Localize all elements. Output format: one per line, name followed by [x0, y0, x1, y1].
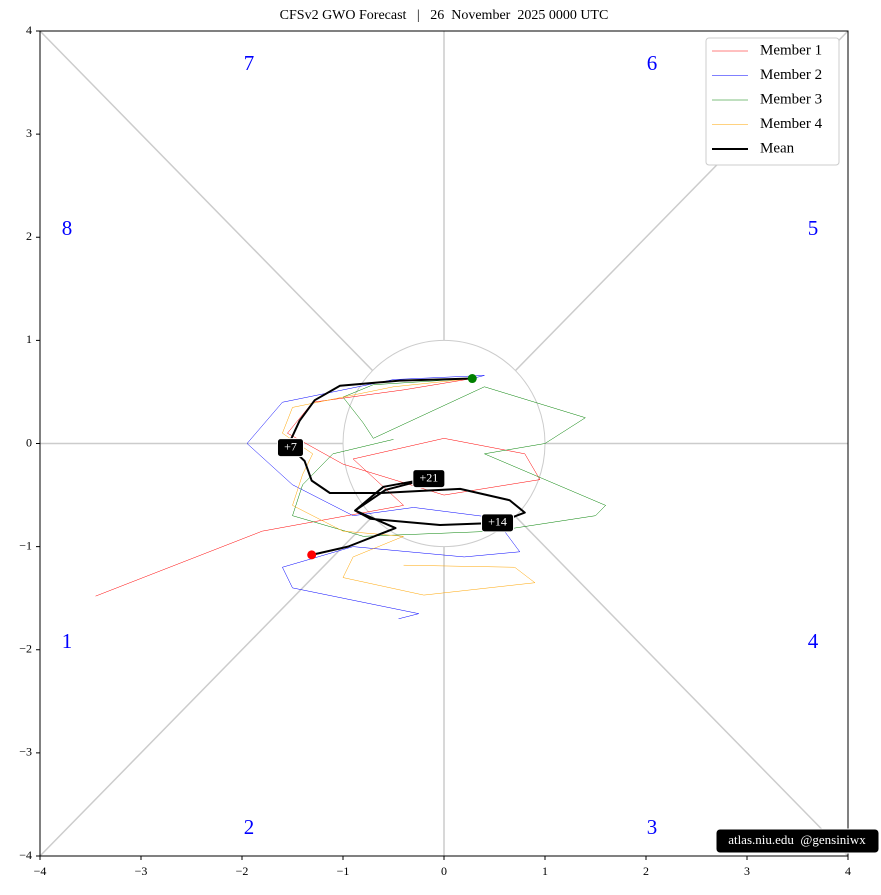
- legend-label: Member 2: [760, 67, 822, 83]
- y-tick-label: −1: [19, 538, 32, 552]
- credit: atlas.niu.edu @gensiniwx: [728, 832, 866, 847]
- x-tick-label: 0: [441, 864, 447, 878]
- phase-label: 2: [244, 815, 255, 839]
- y-tick-label: 0: [26, 435, 32, 449]
- y-tick-label: −3: [19, 745, 32, 759]
- chart-title: CFSv2 GWO Forecast | 26 November 2025 00…: [280, 8, 609, 23]
- x-tick-label: 3: [744, 864, 750, 878]
- x-tick-label: −2: [236, 864, 249, 878]
- legend-label: Mean: [760, 140, 795, 156]
- phase-label: 6: [647, 51, 658, 75]
- x-tick-label: −1: [337, 864, 350, 878]
- x-tick-label: 1: [542, 864, 548, 878]
- phase-label: 1: [62, 629, 73, 653]
- x-tick-label: −3: [135, 864, 148, 878]
- x-tick-label: 2: [643, 864, 649, 878]
- y-tick-label: 2: [26, 229, 32, 243]
- legend-label: Member 4: [760, 116, 823, 132]
- day-label: +14: [488, 515, 507, 529]
- phase-label: 5: [808, 216, 819, 240]
- legend-label: Member 1: [760, 42, 822, 58]
- day-label-box: [481, 513, 515, 533]
- y-tick-label: −2: [19, 642, 32, 656]
- legend-box: [705, 37, 840, 166]
- y-tick-label: 1: [26, 332, 32, 346]
- series-line: [282, 378, 536, 596]
- day-label: +21: [419, 470, 438, 484]
- phase-label: 8: [62, 216, 73, 240]
- y-tick-label: 3: [26, 126, 32, 140]
- phase-label: 4: [808, 629, 819, 653]
- x-tick-label: −4: [34, 864, 47, 878]
- y-tick-label: −4: [19, 848, 32, 862]
- phase-label: 7: [244, 51, 255, 75]
- y-tick-label: 4: [26, 23, 32, 37]
- x-tick-label: 4: [845, 864, 851, 878]
- phase-label: 3: [647, 815, 658, 839]
- series-line: [289, 377, 526, 556]
- day-label-box: [276, 438, 304, 458]
- day-label: +7: [284, 439, 297, 453]
- start-point: [467, 374, 477, 384]
- day-label-box: [412, 469, 446, 489]
- end-point: [307, 550, 317, 560]
- legend-label: Member 3: [760, 91, 822, 107]
- credit-box: [715, 828, 880, 854]
- series-line: [292, 378, 606, 537]
